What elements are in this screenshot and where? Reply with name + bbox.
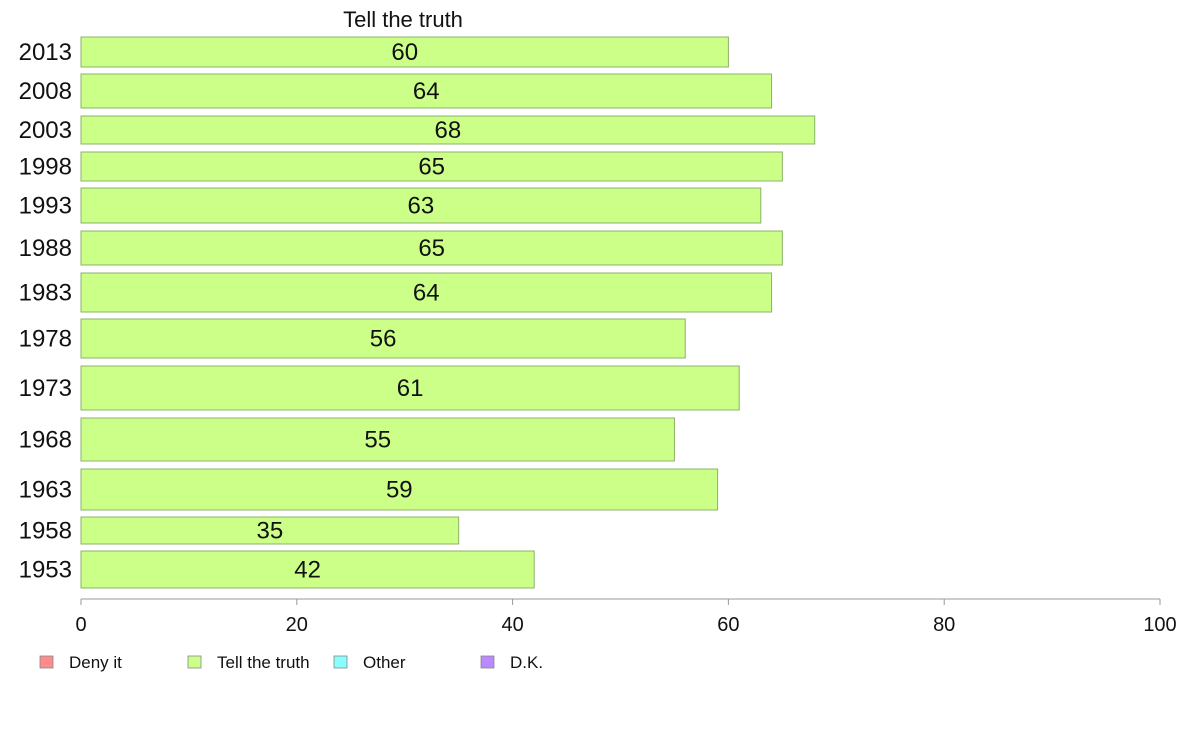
category-label-2003: 2003 [19,117,72,144]
category-label-1998: 1998 [19,154,72,181]
legend: Deny it Tell the truth Other D.K. [39,653,543,672]
category-label-1993: 1993 [19,193,72,220]
bar-value-label-2008: 64 [413,78,440,105]
bar-1973 [80,365,740,411]
bar-value-label-1998: 65 [418,154,445,181]
bar-1953 [80,550,535,589]
bar-1978 [80,318,686,359]
bar-value-label-2013: 60 [391,39,418,66]
bar-value-label-1963: 59 [386,477,413,504]
legend-swatch-other [333,655,348,669]
x-tick-label-0: 0 [75,614,86,636]
category-label-2013: 2013 [19,39,72,66]
bar-1983 [80,272,773,313]
legend-label-d-k: D.K. [510,653,543,672]
category-label-2008: 2008 [19,78,72,105]
x-axis: 0 20 40 60 80 100 [75,598,1177,636]
category-label-1968: 1968 [19,427,72,454]
bar-2013 [80,36,729,68]
bar-1988 [80,230,783,266]
bar-value-label-1978: 56 [370,326,397,353]
x-tick-label-40: 40 [501,614,523,636]
bar-value-label-2003: 68 [435,117,462,144]
legend-swatch-deny-it [39,655,54,669]
bar-value-label-1973: 61 [397,375,424,402]
legend-label-tell-the-truth: Tell the truth [217,653,310,672]
bar-1958 [80,516,460,545]
category-label-1973: 1973 [19,375,72,402]
bar-1968 [80,417,675,462]
bar-value-label-1993: 63 [408,193,435,220]
x-tick-label-60: 60 [717,614,739,636]
category-label-1988: 1988 [19,235,72,262]
bar-1998 [80,151,783,182]
category-label-1958: 1958 [19,518,72,545]
legend-swatch-tell-the-truth [187,655,202,669]
bar-1963 [80,468,719,511]
legend-label-deny-it: Deny it [69,653,122,672]
x-tick-label-80: 80 [933,614,955,636]
bar-value-label-1968: 55 [364,427,391,454]
legend-swatch-d-k [480,655,495,669]
bar-2008 [80,73,773,109]
x-tick-label-20: 20 [286,614,308,636]
bars: 2013 60 2008 64 2003 68 1998 65 1993 63 1988 65 1983… [19,36,816,589]
category-label-1963: 1963 [19,477,72,504]
bar-value-label-1958: 35 [256,518,283,545]
category-label-1983: 1983 [19,280,72,307]
bar-value-label-1983: 64 [413,280,440,307]
bar-value-label-1988: 65 [418,235,445,262]
legend-label-other: Other [363,653,406,672]
x-tick-label-100: 100 [1143,614,1176,636]
bar-value-label-1953: 42 [294,557,321,584]
bar-1993 [80,187,762,224]
category-label-1953: 1953 [19,557,72,584]
category-label-1978: 1978 [19,326,72,353]
chart-title: Tell the truth [343,7,463,32]
bar-2003 [80,115,816,145]
